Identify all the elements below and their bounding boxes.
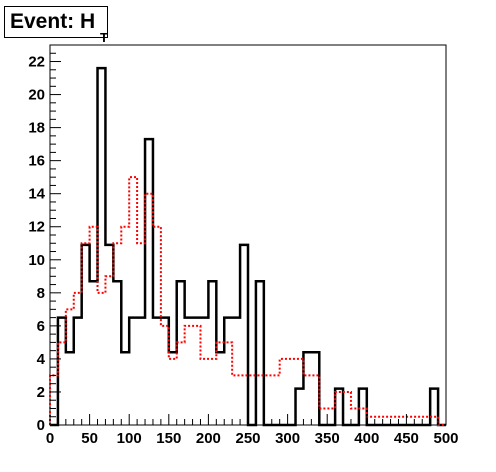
chart-title-subscript: T xyxy=(100,30,108,45)
chart-title-box: Event: H T xyxy=(4,6,108,45)
y-tick-label: 12 xyxy=(28,219,45,236)
x-tick-label: 200 xyxy=(196,430,221,447)
series-2-line xyxy=(49,176,446,426)
x-tick-label: 100 xyxy=(117,430,142,447)
x-tick-label: 0 xyxy=(46,430,54,447)
y-tick-label: 14 xyxy=(28,186,45,203)
y-tick-label: 6 xyxy=(37,318,45,335)
x-tick-label: 350 xyxy=(315,430,340,447)
x-tick-label: 150 xyxy=(156,430,181,447)
chart-title: Event: H xyxy=(10,10,96,33)
y-tick-label: 20 xyxy=(28,87,45,104)
x-tick-label: 250 xyxy=(235,430,260,447)
x-tick-label: 300 xyxy=(275,430,300,447)
y-tick-label: 4 xyxy=(37,351,46,368)
x-tick-label: 500 xyxy=(433,430,458,447)
y-tick-label: 2 xyxy=(37,384,45,401)
y-tick-label: 10 xyxy=(28,252,45,269)
y-tick-label: 8 xyxy=(37,285,45,302)
y-tick-label: 22 xyxy=(28,54,45,71)
x-tick-label: 450 xyxy=(394,430,419,447)
y-tick-label: 0 xyxy=(37,417,45,434)
x-tick-label: 50 xyxy=(81,430,98,447)
x-tick-label: 400 xyxy=(354,430,379,447)
y-tick-label: 16 xyxy=(28,153,45,170)
series-1-line xyxy=(50,66,446,427)
y-tick-label: 18 xyxy=(28,120,45,137)
